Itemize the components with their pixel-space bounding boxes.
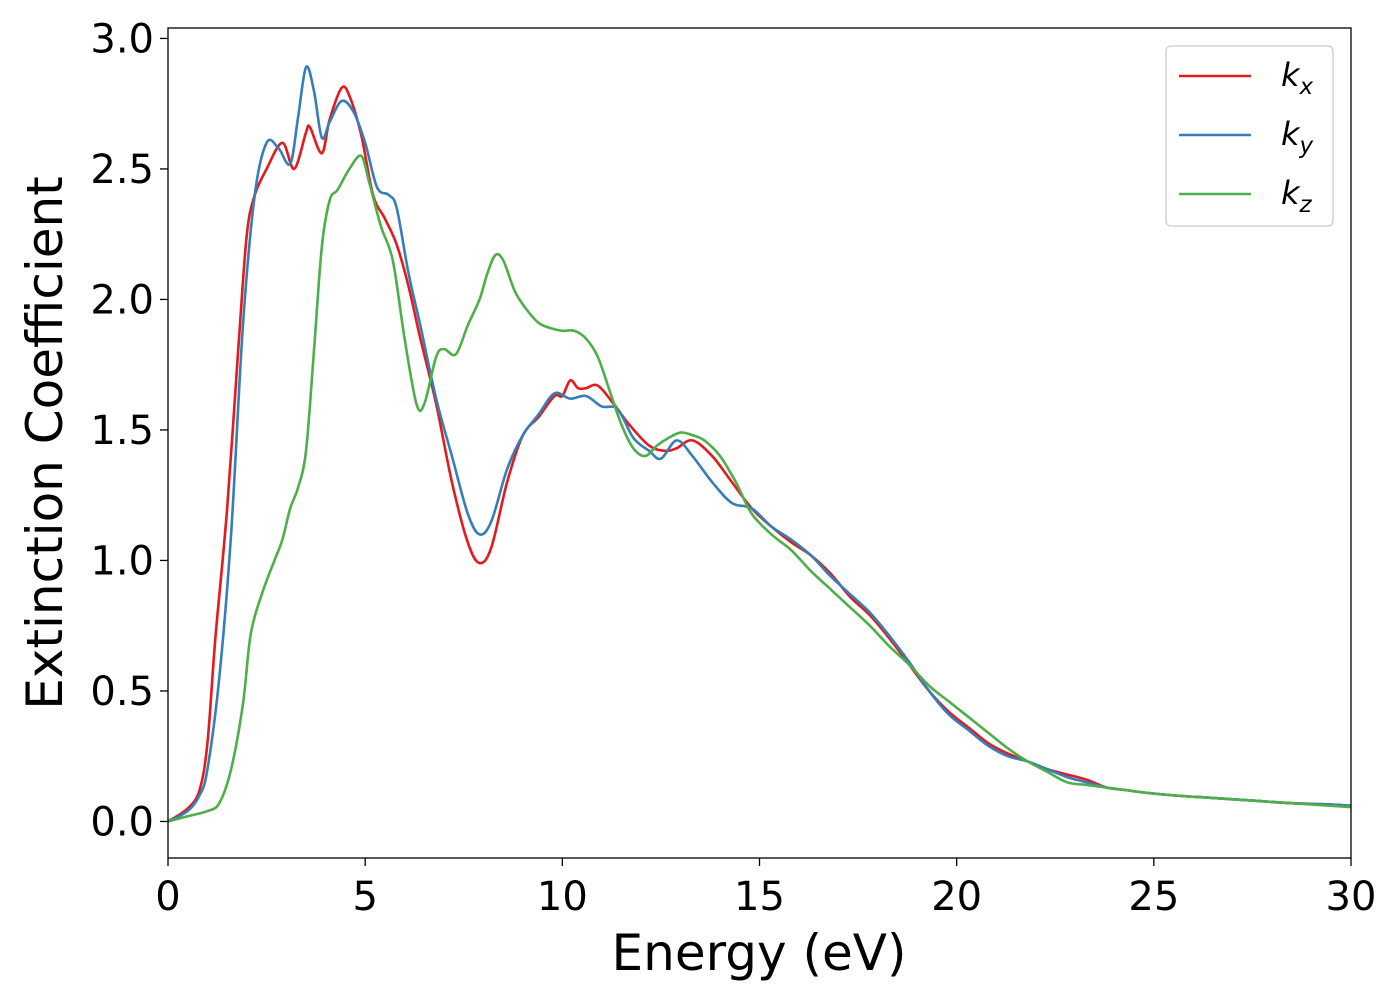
series-line-kz	[168, 154, 1351, 823]
y-tick-label: 1.0	[90, 538, 154, 584]
x-axis-label: Energy (eV)	[612, 924, 907, 982]
x-axis: 0 5 10 15 20 25 30	[155, 858, 1376, 920]
y-tick-label: 3.0	[90, 16, 154, 62]
x-tick-label: 30	[1326, 874, 1377, 920]
x-tick-label: 25	[1128, 874, 1179, 920]
y-tick-label: 0.5	[90, 669, 154, 715]
x-tick-label: 10	[537, 874, 588, 920]
x-tick-label: 0	[155, 874, 180, 920]
series-lines	[168, 65, 1351, 823]
y-axis-label: Extinction Coefficient	[16, 176, 74, 710]
y-axis: 0.0 0.5 1.0 1.5 2.0 2.5 3.0	[90, 16, 168, 845]
y-tick-label: 2.0	[90, 277, 154, 323]
x-tick-label: 20	[931, 874, 982, 920]
x-tick-label: 5	[352, 874, 377, 920]
y-tick-label: 2.5	[90, 147, 154, 193]
x-tick-label: 15	[734, 874, 785, 920]
y-tick-label: 0.0	[90, 799, 154, 845]
y-tick-label: 1.5	[90, 408, 154, 454]
